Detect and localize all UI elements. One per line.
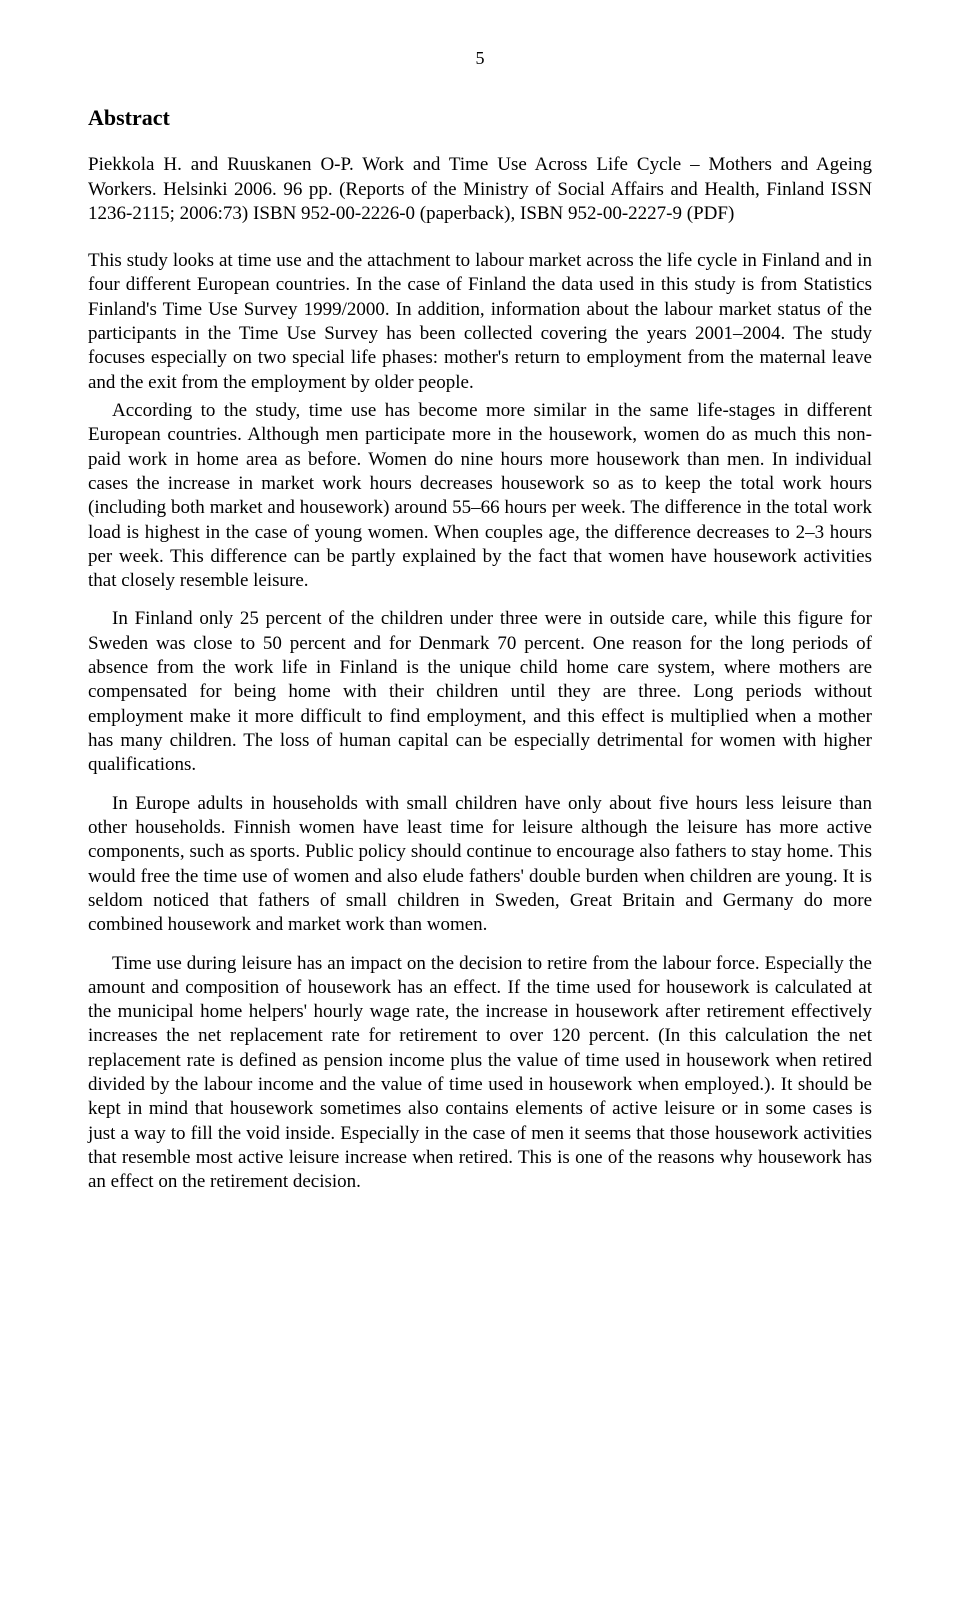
paragraph-spacer <box>88 778 872 792</box>
abstract-paragraph-3: In Finland only 25 percent of the childr… <box>88 607 872 777</box>
paragraph-spacer <box>88 938 872 952</box>
document-page: 5 Abstract Piekkola H. and Ruuskanen O-P… <box>0 0 960 1601</box>
paragraph-spacer <box>88 593 872 607</box>
bibliographic-reference: Piekkola H. and Ruuskanen O-P. Work and … <box>88 153 872 227</box>
abstract-paragraph-2: According to the study, time use has bec… <box>88 399 872 594</box>
abstract-paragraph-5: Time use during leisure has an impact on… <box>88 952 872 1195</box>
section-title-abstract: Abstract <box>88 105 872 131</box>
abstract-paragraph-1: This study looks at time use and the att… <box>88 249 872 395</box>
page-number: 5 <box>88 48 872 69</box>
abstract-paragraph-4: In Europe adults in households with smal… <box>88 792 872 938</box>
